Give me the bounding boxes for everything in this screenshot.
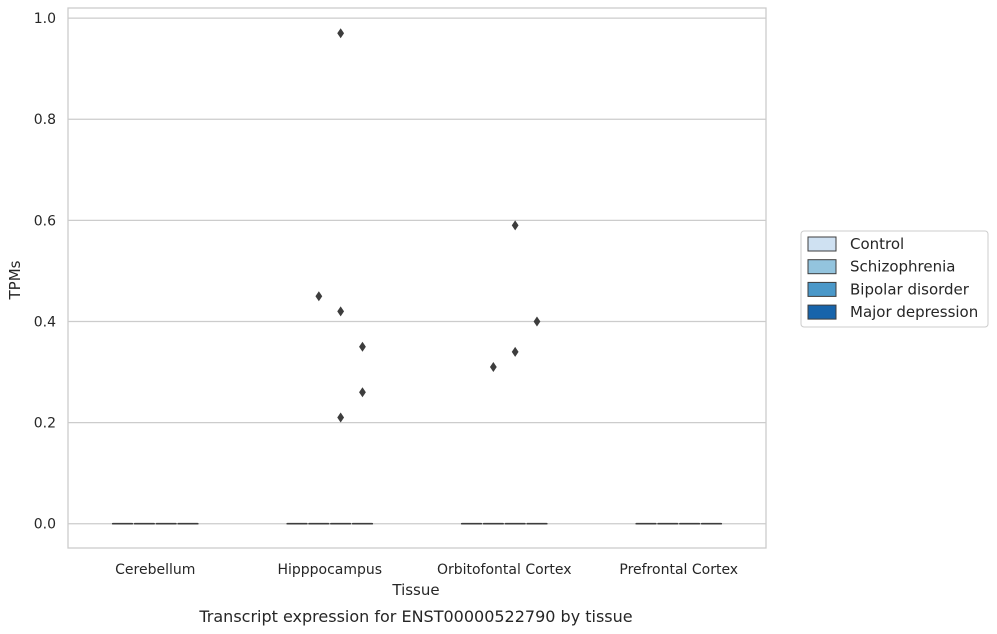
legend-items: Control Schizophrenia Bipolar disorder Majo… <box>807 235 978 321</box>
outlier-point <box>533 316 541 327</box>
x-tick-label: Cerebellum <box>115 562 195 578</box>
y-axis-ticks: 0.0 0.2 0.4 0.6 0.8 1.0 <box>34 11 56 533</box>
y-tick-label: 0.0 <box>34 517 56 533</box>
outlier-point <box>337 28 345 39</box>
legend-swatch <box>807 259 837 275</box>
y-tick-label: 0.6 <box>34 213 56 229</box>
x-tick-label: Orbitofontal Cortex <box>437 562 572 578</box>
y-tick-label: 0.2 <box>34 416 56 432</box>
box <box>308 291 330 525</box>
outlier-point <box>489 361 497 372</box>
outlier-point <box>511 346 519 357</box>
outlier-point <box>337 306 345 317</box>
gridlines <box>68 17 766 525</box>
legend-swatch <box>807 281 837 297</box>
box-plot-marks <box>111 28 723 525</box>
legend-label: Control <box>850 235 904 253</box>
outlier-point <box>337 412 345 423</box>
legend-label: Bipolar disorder <box>850 280 970 298</box>
legend-swatch <box>807 304 837 320</box>
legend: Control Schizophrenia Bipolar disorder Majo… <box>800 230 989 328</box>
chart-caption: Transcript expression for ENST0000052279… <box>198 607 632 626</box>
legend-frame <box>800 230 989 328</box>
outlier-point <box>359 341 366 352</box>
box <box>351 341 374 525</box>
y-axis-title: TPMs <box>6 260 24 300</box>
box <box>330 28 352 525</box>
box <box>504 220 526 525</box>
x-tick-label: Hipppocampus <box>277 562 382 578</box>
y-tick-label: 0.8 <box>34 112 56 128</box>
legend-label: Major depression <box>850 303 978 321</box>
outlier-point <box>359 387 366 398</box>
box <box>526 316 548 525</box>
x-axis-ticks: Cerebellum Hipppocampus Orbitofontal Corte… <box>115 562 738 578</box>
y-tick-label: 1.0 <box>34 11 56 27</box>
y-tick-label: 0.4 <box>34 314 56 330</box>
legend-label: Schizophrenia <box>850 258 955 276</box>
plot-frame <box>67 7 767 549</box>
x-axis-title: Tissue <box>391 581 439 599</box>
legend-swatch <box>807 236 837 252</box>
outlier-point <box>315 291 323 302</box>
outlier-point <box>511 220 519 231</box>
box <box>482 361 504 525</box>
x-tick-label: Prefrontal Cortex <box>619 562 738 578</box>
